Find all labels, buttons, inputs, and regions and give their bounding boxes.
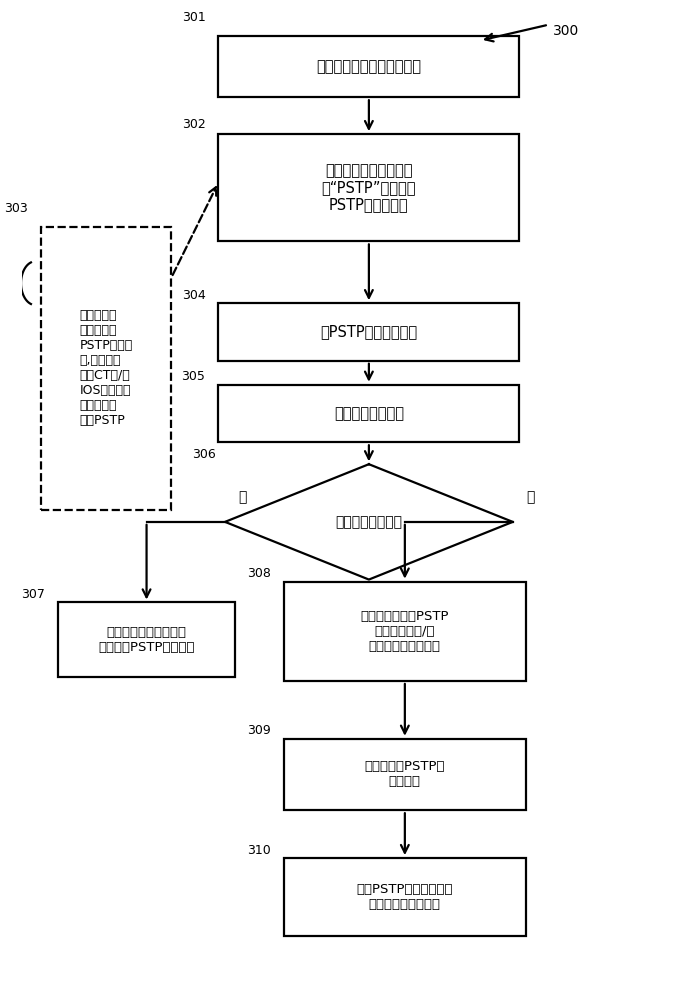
Text: 302: 302: [182, 118, 206, 131]
Text: 304: 304: [182, 289, 206, 302]
Text: 306: 306: [192, 448, 216, 461]
Text: 300: 300: [553, 24, 580, 38]
Text: 否: 否: [526, 490, 534, 504]
Text: 305: 305: [181, 370, 206, 383]
Text: 根据PSTP的已修改虚拟
扫描来制造最终假体: 根据PSTP的已修改虚拟 扫描来制造最终假体: [356, 883, 453, 911]
Text: 303: 303: [4, 202, 28, 215]
Text: 将PSTP附着到植入体: 将PSTP附着到植入体: [320, 324, 418, 339]
FancyBboxPatch shape: [58, 602, 235, 677]
FancyBboxPatch shape: [284, 739, 526, 810]
Text: 虚拟地修改PSTP的
扫描数据: 虚拟地修改PSTP的 扫描数据: [365, 760, 445, 788]
Text: 扫描病人特定临时假体
（“PSTP”）以获得
PSTP的扫描数据: 扫描病人特定临时假体 （“PSTP”）以获得 PSTP的扫描数据: [322, 163, 416, 213]
FancyBboxPatch shape: [219, 134, 519, 241]
Text: 美感是可接受的？: 美感是可接受的？: [335, 515, 403, 529]
FancyBboxPatch shape: [219, 303, 519, 361]
Text: 将植入体安装到病人的口中: 将植入体安装到病人的口中: [316, 59, 422, 74]
Text: 基于扫描数据将最终假
体制造为PSTP的复制品: 基于扫描数据将最终假 体制造为PSTP的复制品: [98, 626, 195, 654]
FancyBboxPatch shape: [41, 227, 171, 510]
FancyBboxPatch shape: [219, 385, 519, 442]
Text: 是: 是: [238, 490, 246, 504]
Text: 允许齿龈组织感合: 允许齿龈组织感合: [334, 406, 404, 421]
Text: 301: 301: [182, 11, 206, 24]
Text: 308: 308: [247, 567, 271, 580]
Text: 310: 310: [247, 844, 271, 857]
Text: 309: 309: [247, 724, 271, 737]
Text: 临床医生可
以手动地对
PSTP进行成
形,或者可以
基于CT和/或
IOS数据来设
计并用机器
制造PSTP: 临床医生可 以手动地对 PSTP进行成 形,或者可以 基于CT和/或 IOS数据…: [79, 309, 132, 427]
Text: 307: 307: [21, 588, 45, 601]
FancyBboxPatch shape: [284, 582, 526, 681]
FancyBboxPatch shape: [219, 36, 519, 97]
FancyBboxPatch shape: [284, 858, 526, 936]
Text: 扫描病人口中的PSTP
以获得相邻和/或
相对牙齿的扫描数据: 扫描病人口中的PSTP 以获得相邻和/或 相对牙齿的扫描数据: [361, 610, 449, 653]
